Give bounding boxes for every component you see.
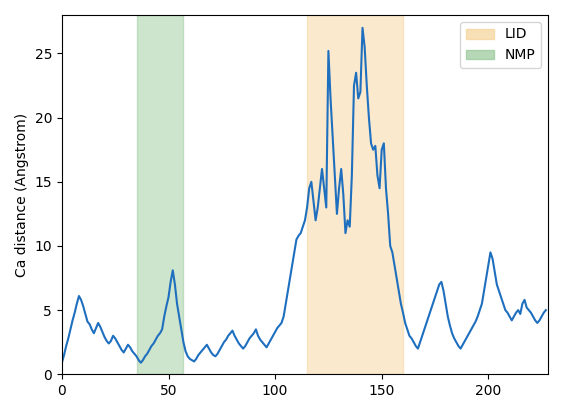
Y-axis label: Ca distance (Angstrom): Ca distance (Angstrom) <box>15 113 29 277</box>
Bar <box>136 15 184 374</box>
Bar <box>307 15 403 374</box>
Legend: LID, NMP: LID, NMP <box>461 22 541 68</box>
